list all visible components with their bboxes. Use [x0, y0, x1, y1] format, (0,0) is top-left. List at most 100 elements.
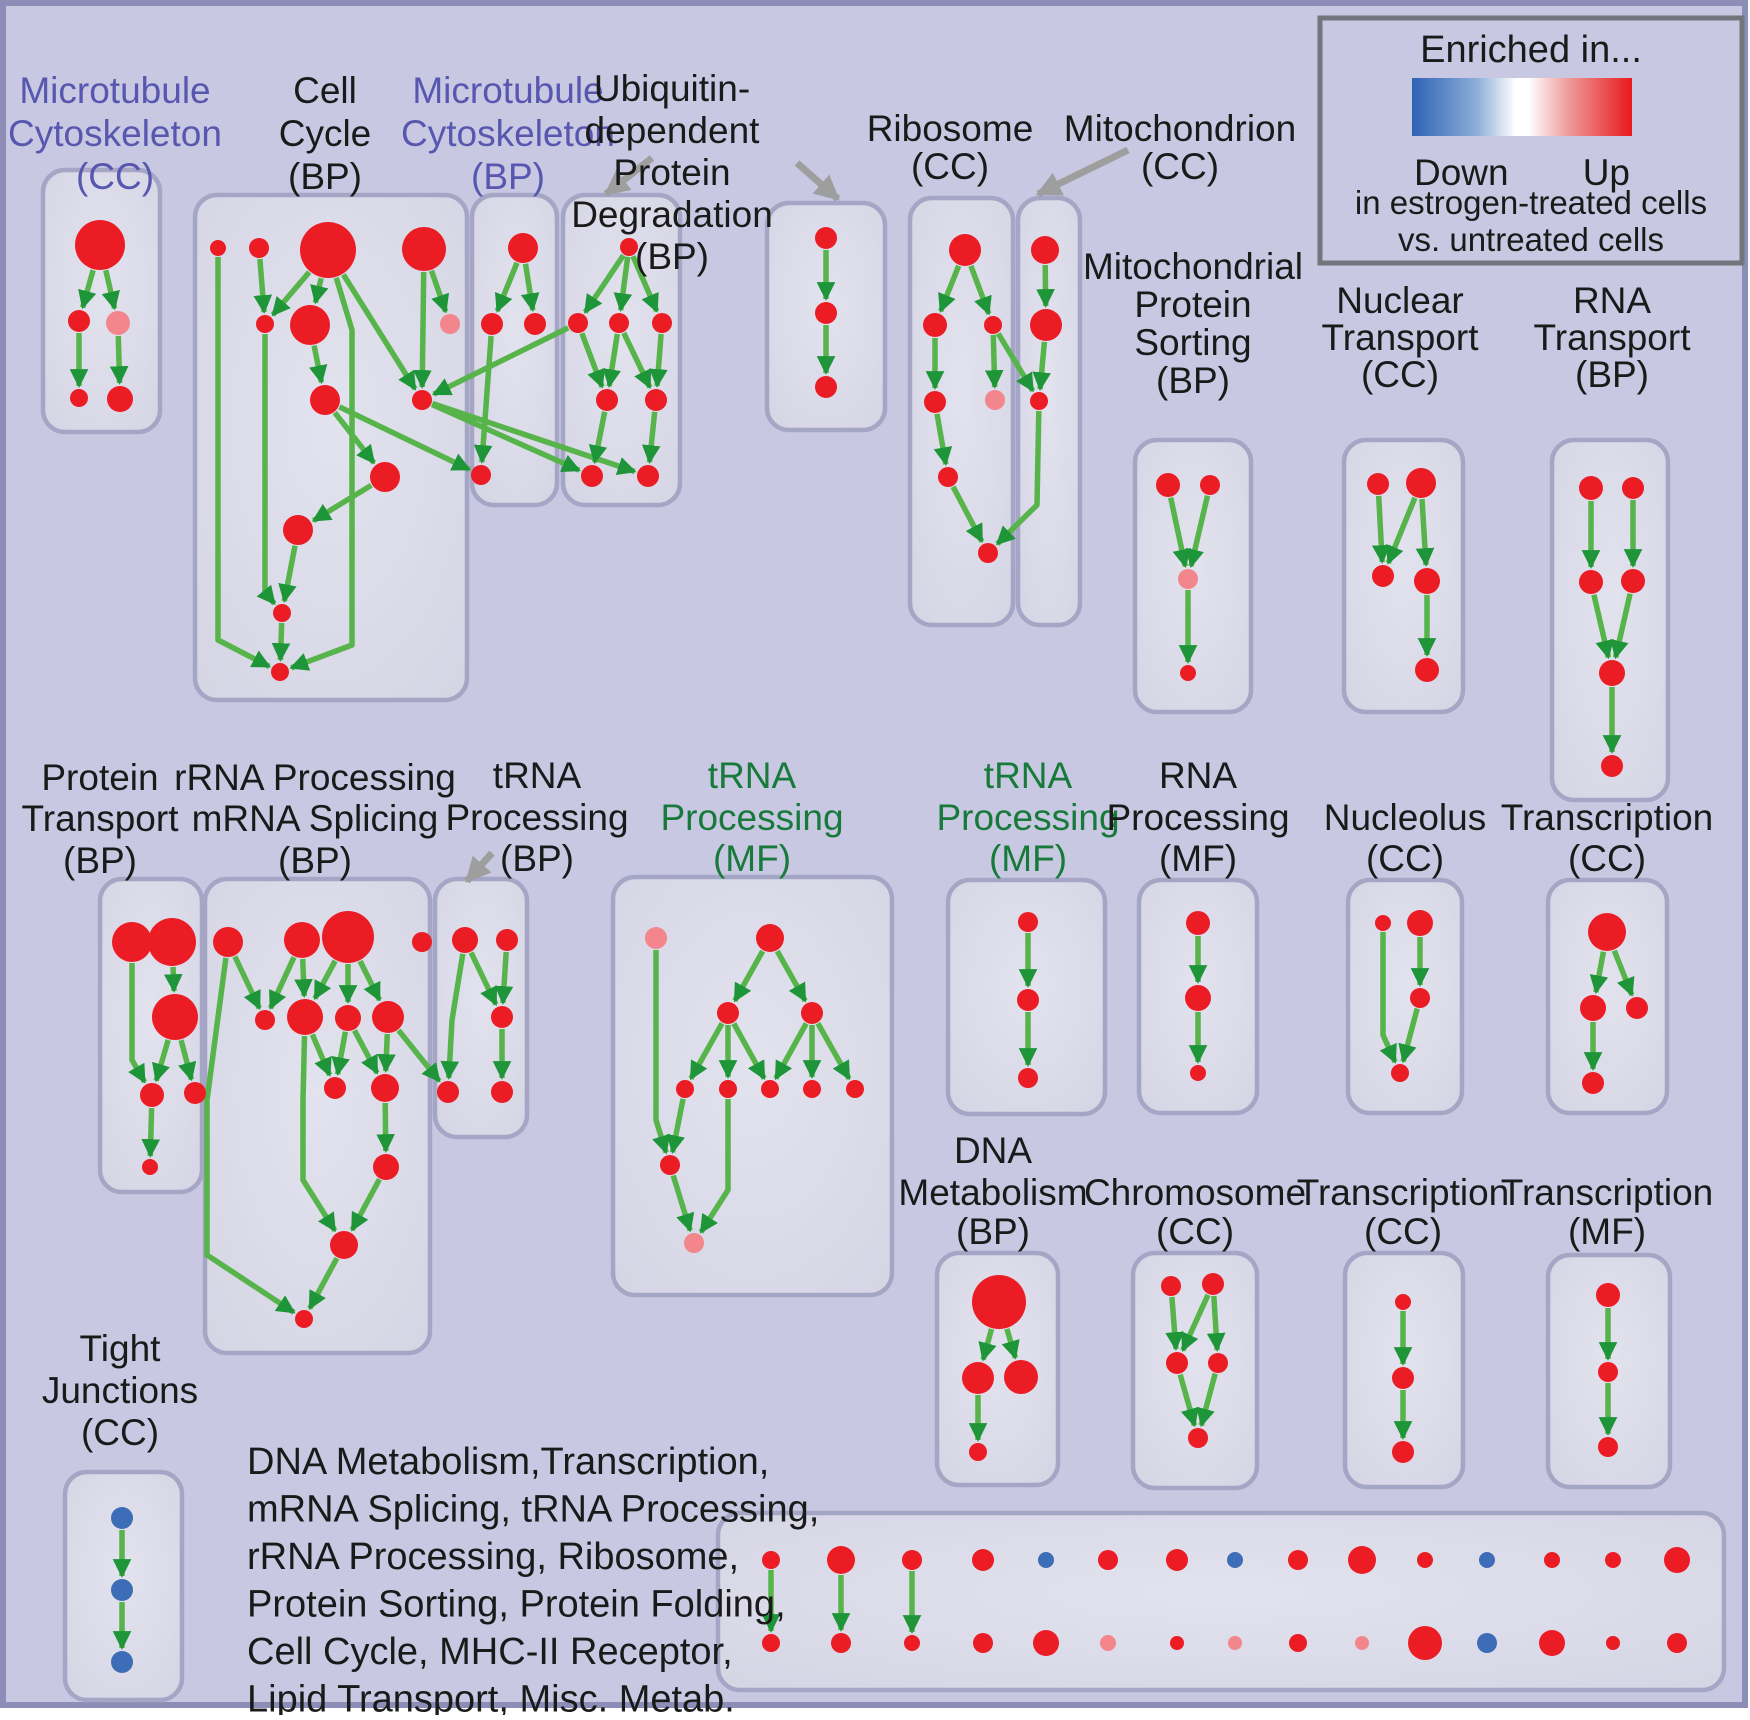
node-cell-cycle-Cc: [300, 222, 356, 278]
edge-P2-P3: [1185, 495, 1211, 569]
edge-A3-A5: [109, 335, 129, 385]
node-trna-mf-1-F4: [676, 1080, 694, 1098]
node-rrna-mrna-S1: [213, 927, 243, 957]
node-nucleolus-Z3: [1410, 988, 1430, 1008]
cluster-box-chromosome: [1130, 1250, 1260, 1491]
cluster-box-bottom-strip: [715, 1510, 1727, 1693]
cluster-label-trna-bp: tRNA Processing (BP): [445, 755, 628, 879]
arrow-to-ubiquitin-right-icon: [794, 160, 841, 202]
edge-S6-S9: [309, 1033, 333, 1077]
edge-H2-H3: [1180, 1293, 1211, 1353]
legend-gradient-bar: [1412, 78, 1632, 136]
edge-Ut-Ua: [582, 253, 626, 314]
node-cell-cycle-Cg: [440, 314, 460, 334]
edge-Q4-Q6: [141, 1107, 161, 1158]
node-rna-processing-mf-Y2: [1185, 985, 1211, 1011]
node-bottom-strip-E2t: [827, 1546, 855, 1574]
edge-D1-D3: [1001, 1328, 1020, 1360]
cluster-box-microtubule-bp: [469, 192, 560, 508]
edge-R6-R7: [950, 485, 985, 544]
node-microtubule-cc-A2: [68, 310, 90, 332]
node-transcription-cc-2-I1: [1395, 1294, 1411, 1310]
node-mitochondrion-O2: [1030, 309, 1062, 341]
cluster-label-trna-mf-2: tRNA Processing (MF): [936, 755, 1119, 879]
node-ubiquitin-8-Ug: [637, 465, 659, 487]
edge-Ub-Ud: [602, 333, 622, 389]
node-trna-mf-1-F0: [645, 927, 667, 949]
node-microtubule-cc-A3: [106, 311, 130, 335]
node-nucleolus-Z4: [1391, 1064, 1409, 1082]
edge-G1-G2: [1589, 951, 1609, 995]
cluster-label-transcription-cc-2: Transcription (CC): [1297, 1172, 1509, 1252]
edge-Z3-Z4: [1398, 1007, 1420, 1064]
node-ubiquitin-3-V2: [815, 302, 837, 324]
node-nuclear-transport-N2: [1406, 468, 1436, 498]
cluster-label-transcription-cc-1: Transcription (CC): [1501, 797, 1713, 879]
node-bottom-strip-E3t: [902, 1550, 922, 1570]
cluster-label-nuclear-transport: Nuclear Transport (CC): [1322, 280, 1480, 395]
node-trna-mf-1-F1: [756, 924, 784, 952]
edge-Ua-Ud: [579, 332, 605, 389]
edges-layer: [69, 250, 1643, 1650]
node-bottom-strip-E14b: [1606, 1636, 1620, 1650]
node-transcription-mf-J3: [1598, 1437, 1618, 1457]
cluster-box-rna-transport: [1549, 437, 1671, 803]
node-bottom-strip-E5t: [1038, 1552, 1054, 1568]
cluster-box-nuclear-transport: [1341, 437, 1466, 715]
edge-S2-S5: [268, 956, 297, 1010]
node-ubiquitin-8-Ut: [620, 238, 638, 256]
node-tight-junctions-K3: [111, 1651, 133, 1673]
node-chromosome-H2: [1202, 1273, 1224, 1295]
node-rna-transport-T3: [1579, 570, 1603, 594]
node-cell-cycle-Cd: [402, 227, 446, 271]
edge-Cd-Ci: [413, 271, 432, 389]
node-trna-mf-1-F3: [801, 1002, 823, 1024]
node-ribosome-R6: [938, 467, 958, 487]
node-bottom-strip-E7b: [1170, 1636, 1184, 1650]
node-nucleolus-Z1: [1375, 915, 1391, 931]
node-trna-mf-1-F9: [660, 1155, 680, 1175]
edge-H1-H3: [1165, 1296, 1184, 1351]
node-rrna-mrna-S3: [322, 911, 374, 963]
edge-Q2-Q3: [163, 966, 183, 993]
edge-Z1-Z4: [1379, 932, 1398, 1064]
node-mito-protein-sorting-P4: [1180, 665, 1196, 681]
arrow-to-ubiquitin-left-icon: [603, 155, 655, 197]
node-bottom-strip-E4b: [973, 1633, 993, 1653]
node-trna-bp-W2: [496, 929, 518, 951]
node-trna-bp-W1: [452, 927, 478, 953]
edge-Mt-Ml: [494, 261, 520, 313]
node-transcription-cc-1-G3: [1626, 997, 1648, 1019]
node-rrna-mrna-S6: [287, 999, 323, 1035]
edge-N1-N3: [1371, 495, 1391, 564]
node-rrna-mrna-S2: [284, 922, 320, 958]
node-bottom-strip-E9b: [1289, 1634, 1307, 1652]
cluster-label-ribosome: Ribosome (CC): [867, 108, 1034, 187]
node-nuclear-transport-N4: [1414, 568, 1440, 594]
node-cell-cycle-Cm: [271, 663, 289, 681]
node-bottom-strip-E14t: [1605, 1552, 1621, 1568]
node-ubiquitin-3-V3: [815, 376, 837, 398]
node-chromosome-H5: [1188, 1428, 1208, 1448]
edge-R4-R6: [933, 413, 953, 467]
edge-W1-W3: [468, 951, 499, 1007]
node-chromosome-H4: [1208, 1353, 1228, 1373]
node-cell-cycle-Ce: [256, 315, 274, 333]
node-bottom-strip-E4t: [972, 1549, 994, 1571]
edge-R3-R5: [984, 334, 1004, 389]
edge-F4-F9: [666, 1098, 686, 1155]
node-protein-transport-Q5: [184, 1082, 206, 1104]
edge-S8-W4: [396, 1028, 442, 1083]
edge-A1-A3: [101, 269, 120, 311]
node-transcription-cc-1-G1: [1588, 913, 1626, 951]
edge-F1-F2: [732, 949, 766, 1003]
node-transcription-cc-2-I3: [1392, 1441, 1414, 1463]
node-trna-mf-2-X1: [1018, 912, 1038, 932]
arrow-to-mitochondrion-icon: [1035, 146, 1130, 198]
edge-Ce-Cl: [256, 334, 277, 606]
node-trna-mf-1-F7: [803, 1080, 821, 1098]
summary-text: DNA Metabolism,Transcription, mRNA Splici…: [247, 1441, 819, 1715]
edge-S6-S12: [300, 1035, 338, 1233]
node-ubiquitin-8-Ud: [596, 389, 618, 411]
